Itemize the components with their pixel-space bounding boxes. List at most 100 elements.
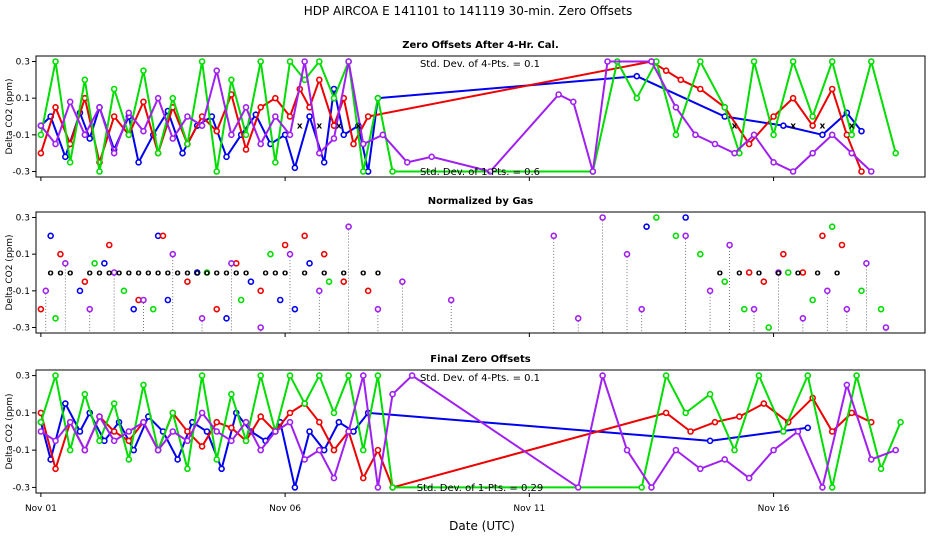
data-point-red — [809, 122, 816, 129]
data-point-blue — [335, 418, 343, 426]
data-point-green — [633, 94, 641, 102]
y-tick-label: 0.3 — [16, 214, 30, 224]
data-point-green — [110, 85, 118, 93]
data-point-purple — [286, 131, 294, 139]
data-point-green — [149, 305, 157, 313]
data-point-purple — [794, 428, 802, 435]
y-tick-label: 0.3 — [16, 58, 30, 68]
data-point-black: o — [341, 269, 347, 279]
data-point-black: o — [175, 269, 181, 279]
data-point-purple — [399, 278, 406, 285]
data-point-blue — [223, 315, 230, 322]
data-point-purple — [789, 168, 797, 175]
data-point-red — [57, 250, 64, 258]
plot-frame — [35, 55, 926, 178]
data-point-black: o — [126, 269, 132, 279]
data-point-red — [316, 418, 323, 426]
data-point-purple — [589, 168, 597, 175]
data-point-green — [228, 390, 235, 398]
data-point-purple — [345, 428, 352, 435]
data-point-green — [682, 409, 689, 417]
data-point-purple — [198, 315, 206, 322]
data-point-red — [159, 232, 167, 240]
data-point-purple — [213, 67, 221, 74]
data-point-purple — [169, 428, 177, 435]
data-point-green — [52, 58, 59, 65]
data-point-green — [828, 484, 836, 491]
data-point-purple — [228, 437, 235, 445]
annotation-4pt: Std. Dev. of 4-Pts. = 0.1 — [420, 59, 540, 70]
data-point-red — [37, 305, 45, 313]
data-point-red — [745, 269, 753, 276]
data-point-black: x — [820, 122, 826, 132]
data-point-black: o — [795, 269, 801, 279]
data-point-red — [281, 241, 289, 249]
data-point-purple — [184, 437, 191, 445]
data-point-purple — [154, 446, 162, 454]
data-point-purple — [731, 149, 738, 157]
data-point-blue — [179, 149, 186, 157]
data-point-purple — [213, 428, 221, 435]
data-point-green — [37, 418, 45, 426]
data-point-purple — [389, 390, 396, 398]
data-point-green — [867, 58, 875, 65]
data-point-red — [184, 428, 191, 435]
data-point-purple — [242, 104, 250, 111]
data-point-purple — [408, 372, 416, 379]
data-point-black: o — [302, 269, 308, 279]
data-point-green — [359, 446, 367, 454]
data-point-red — [736, 413, 743, 420]
data-point-black: x — [336, 122, 342, 132]
data-point-green — [316, 372, 323, 379]
data-point-purple — [257, 140, 264, 148]
data-point-blue — [174, 456, 181, 463]
data-point-red — [838, 241, 846, 249]
data-point-blue — [320, 159, 328, 166]
data-point-green — [125, 131, 133, 139]
data-point-red — [81, 278, 89, 285]
data-point-green — [804, 372, 812, 379]
data-point-blue — [76, 428, 84, 435]
data-point-blue — [135, 159, 142, 166]
data-point-red — [828, 428, 836, 435]
x-tick-label: Nov 01 — [25, 504, 57, 514]
annotation-1pt: Std. Dev. of 1-Pts. = 0.6 — [420, 167, 540, 178]
data-point-green — [228, 76, 235, 84]
data-point-red — [760, 278, 768, 285]
data-point-black: o — [814, 269, 820, 279]
data-point-blue — [86, 135, 94, 142]
data-point-green — [257, 372, 264, 379]
data-point-purple — [447, 296, 455, 304]
data-point-purple — [809, 149, 816, 157]
data-point-black: x — [355, 122, 361, 132]
data-point-purple — [184, 113, 191, 120]
panels: Zero Offsets After 4-Hr. Cal. Delta CO2 (… — [5, 40, 926, 514]
data-point-green — [877, 305, 885, 313]
panel-3: Final Zero Offsets Delta CO2 (ppm) -0.3 -0.… — [5, 354, 926, 514]
data-point-black: o — [165, 269, 171, 279]
data-point-purple — [86, 305, 94, 313]
data-point-black: o — [106, 269, 112, 279]
data-point-green — [662, 372, 670, 379]
data-point-purple — [892, 446, 899, 454]
data-point-purple — [599, 214, 606, 221]
data-point-red — [213, 127, 221, 135]
data-point-green — [81, 76, 89, 84]
data-point-purple — [110, 269, 118, 276]
data-point-blue — [291, 164, 299, 172]
data-point-purple — [96, 413, 103, 420]
data-point-black: o — [87, 269, 93, 279]
data-point-green — [848, 131, 856, 139]
data-point-green — [140, 67, 147, 74]
data-point-red — [374, 446, 382, 454]
main-title: HDP AIRCOA E 141101 to 141119 30-min. Ze… — [304, 4, 633, 18]
data-point-purple — [638, 305, 645, 313]
data-point-red — [272, 94, 279, 102]
series-line-purple — [40, 60, 872, 173]
data-point-green — [52, 372, 59, 379]
data-point-purple — [37, 122, 45, 129]
data-point-blue — [804, 424, 812, 432]
data-point-purple — [379, 131, 387, 139]
data-point-purple — [623, 250, 631, 258]
